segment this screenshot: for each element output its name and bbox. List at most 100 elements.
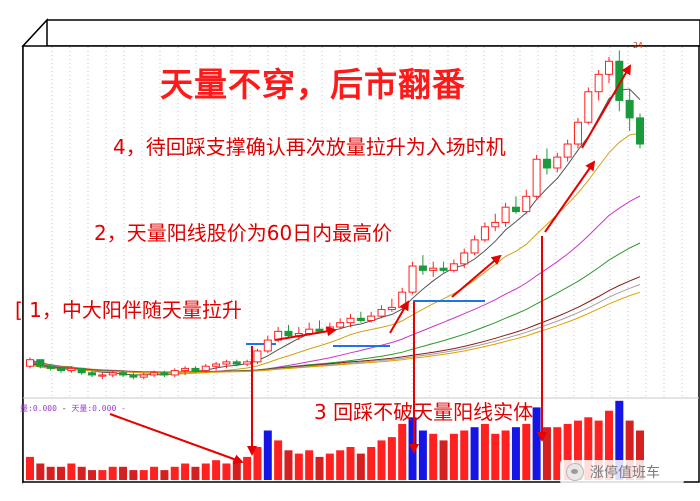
volume-bar — [57, 466, 66, 480]
candle-body — [26, 359, 34, 367]
volume-bar — [367, 447, 376, 480]
candle-body — [36, 359, 45, 367]
volume-bar — [501, 430, 510, 480]
volume-bar — [139, 470, 148, 480]
candle-body — [387, 306, 396, 311]
volume-bar — [563, 423, 572, 480]
volume-bar — [408, 417, 417, 480]
volume-bar — [212, 460, 221, 480]
candle-body — [625, 99, 634, 119]
candle-body — [377, 309, 386, 317]
volume-bar — [201, 463, 210, 480]
candle-body — [563, 143, 572, 158]
volume-bar — [356, 453, 365, 480]
volume-bar — [594, 420, 603, 480]
arrow — [581, 64, 632, 149]
volume-bar — [325, 453, 334, 480]
candle-body — [129, 374, 138, 378]
candle-body — [418, 265, 427, 271]
candle-body — [491, 221, 500, 228]
candles — [26, 50, 644, 380]
volume-bar — [387, 437, 396, 480]
volume-indicator-label: 量:0.000 - 天量:0.000 - — [20, 403, 126, 414]
candle-body — [191, 367, 200, 372]
volume-bar — [170, 466, 179, 480]
candle-body — [615, 60, 624, 101]
ma-line-250 — [29, 291, 641, 374]
volume-bar — [542, 427, 551, 480]
volume-bar — [511, 427, 520, 480]
volume-bar — [160, 470, 169, 480]
volume-bar — [274, 440, 283, 480]
volume-bar — [284, 450, 293, 480]
watermark-text: 涨停值班车 — [590, 465, 660, 481]
candle-body — [108, 372, 117, 376]
candle-body — [77, 367, 86, 374]
candle-body — [222, 361, 231, 365]
volume-bar — [398, 423, 407, 480]
volume-bar — [46, 466, 55, 480]
volume-bar — [418, 430, 427, 480]
volume-bar — [573, 420, 582, 480]
arrow — [109, 413, 244, 464]
candle-body — [604, 60, 613, 75]
volume-bar — [129, 470, 138, 480]
volume-bar — [480, 423, 489, 480]
candle-body — [57, 367, 66, 372]
volume-bar — [294, 453, 303, 480]
volume-bar — [305, 450, 314, 480]
candle-body — [150, 372, 159, 376]
candle-body — [398, 291, 407, 308]
candle-body — [88, 372, 97, 376]
volume-bar — [346, 447, 355, 480]
spike-volume-value: 天量:0.000 - — [71, 404, 126, 413]
arrow — [451, 254, 502, 298]
candle-body — [573, 121, 582, 145]
volume-bar — [119, 466, 128, 480]
candle-body — [263, 339, 272, 352]
volume-bar — [377, 440, 386, 480]
arrow — [274, 326, 337, 341]
watermark: 涨停值班车 — [560, 460, 684, 484]
chart-title: 天量不穿，后市翻番 — [160, 65, 466, 104]
candle-body — [346, 317, 355, 324]
volume-bar — [263, 430, 272, 480]
candle-body — [367, 315, 376, 321]
candle-body — [449, 263, 458, 271]
peak-price-label: 24 — [633, 41, 643, 50]
candle-body — [119, 372, 128, 376]
candle-body — [553, 156, 562, 169]
annotation-step-4: 4，待回踩支撑确认再次放量拉升为入场时机 — [113, 135, 506, 159]
candle-body — [181, 367, 190, 372]
candle-body — [636, 117, 644, 145]
candle-body — [460, 252, 469, 265]
candle-body — [501, 206, 510, 223]
candle-body — [139, 374, 148, 378]
candle-body — [315, 328, 324, 332]
candle-body — [46, 365, 55, 369]
annotation-step-3: 3 回踩不破天量阳线实体 — [314, 400, 534, 424]
volume-bar — [191, 466, 200, 480]
volume-bar — [36, 463, 45, 480]
volume-bar — [460, 430, 469, 480]
annotation-arrows — [109, 64, 632, 464]
candle-body — [160, 372, 169, 376]
moving-averages — [29, 88, 641, 376]
volume-bar — [222, 463, 231, 480]
candle-body — [532, 158, 541, 197]
volume-bar — [470, 427, 479, 480]
candle-body — [594, 73, 603, 93]
annotation-step-2: 2，天量阳线股价为60日内最高价 — [94, 221, 393, 245]
candle-body — [356, 317, 365, 321]
candle-body — [542, 158, 551, 169]
arrow — [544, 160, 596, 233]
volume-bar — [439, 440, 448, 480]
candle-body — [284, 330, 293, 337]
candle-body — [429, 267, 438, 271]
volume-bars — [26, 400, 644, 480]
volume-bar — [232, 460, 241, 480]
volume-bar — [67, 463, 76, 480]
volume-bar — [625, 420, 634, 480]
volume-value: 量:0.000 — [20, 404, 57, 413]
